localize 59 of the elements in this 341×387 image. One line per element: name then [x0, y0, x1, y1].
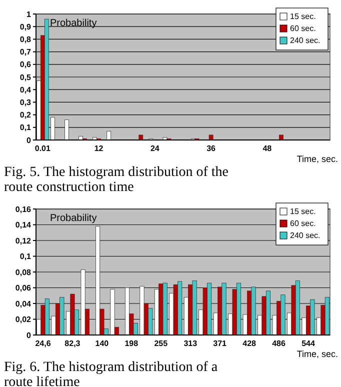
x-tick-label: 198	[124, 339, 139, 348]
bar	[124, 288, 130, 336]
x-tick-label: 24,6	[35, 339, 52, 348]
legend-label: 15 sec.	[290, 12, 316, 21]
y-tick-label: 0,08	[15, 268, 32, 277]
y-tick-label: 0,1	[20, 123, 32, 132]
y-tick-label: 0,3	[20, 98, 32, 107]
legend-label: 240 sec.	[290, 36, 320, 45]
x-axis-title: Time, sec.	[296, 154, 338, 164]
legend-label: 240 sec.	[290, 231, 320, 240]
y-tick-label: 0,1	[20, 252, 32, 262]
x-tick-label: 544	[302, 339, 316, 348]
bar	[206, 282, 212, 336]
bar	[208, 134, 214, 140]
y-tick-label: 0,5	[20, 72, 32, 82]
bar	[279, 134, 284, 140]
x-tick-label: 82,3	[64, 339, 81, 348]
y-tick-label: 0,16	[15, 204, 32, 214]
bar	[70, 294, 75, 336]
y-tick-label: 0,8	[20, 35, 32, 44]
y-tick-label: 0,6	[20, 60, 32, 70]
bar	[64, 120, 69, 140]
x-tick-label: 0.01	[34, 144, 51, 153]
legend-label: 60 sec.	[290, 24, 316, 33]
bar	[173, 284, 178, 336]
x-tick-label: 486	[272, 339, 286, 348]
legend-label: 60 sec.	[290, 219, 316, 228]
bar	[138, 134, 144, 140]
y-tick-label: 0,7	[20, 48, 32, 57]
bar	[106, 130, 112, 140]
y-tick-label: 0,14	[15, 220, 32, 230]
y-tick-label: 0,4	[20, 85, 32, 94]
y-tick-label: 1	[26, 10, 32, 19]
x-tick-label: 428	[242, 339, 257, 348]
x-tick-label: 48	[262, 144, 272, 153]
y-axis-title: Probability	[50, 18, 97, 29]
x-tick-label: 140	[95, 339, 110, 348]
x-axis-title: Time, sec.	[296, 349, 338, 359]
y-tick-label: 0	[26, 330, 32, 340]
y-tick-label: 0,06	[15, 284, 32, 293]
x-tick-label: 24	[150, 144, 160, 153]
bar	[324, 297, 330, 336]
bar	[162, 137, 168, 140]
y-tick-label: 0	[26, 136, 32, 145]
caption: Fig. 6. The histogram distribution of a route lifetime	[4, 360, 218, 387]
x-tick-label: 12	[94, 144, 104, 153]
x-tick-label: 255	[154, 339, 168, 348]
y-tick-label: 0,02	[15, 315, 32, 324]
x-tick-label: 371	[213, 339, 228, 348]
x-tick-label: 313	[184, 339, 198, 348]
legend-label: 15 sec.	[290, 207, 316, 216]
x-tick-label: 36	[206, 144, 216, 153]
bar	[95, 226, 100, 336]
caption: Fig. 5. The histogram distribution of the route construction time	[4, 165, 229, 195]
y-tick-label: 0,12	[15, 236, 32, 246]
y-axis-title: Probability	[50, 213, 97, 224]
y-tick-label: 0,9	[20, 22, 32, 32]
y-tick-label: 0,2	[20, 110, 32, 120]
y-tick-label: 0,04	[15, 299, 32, 308]
